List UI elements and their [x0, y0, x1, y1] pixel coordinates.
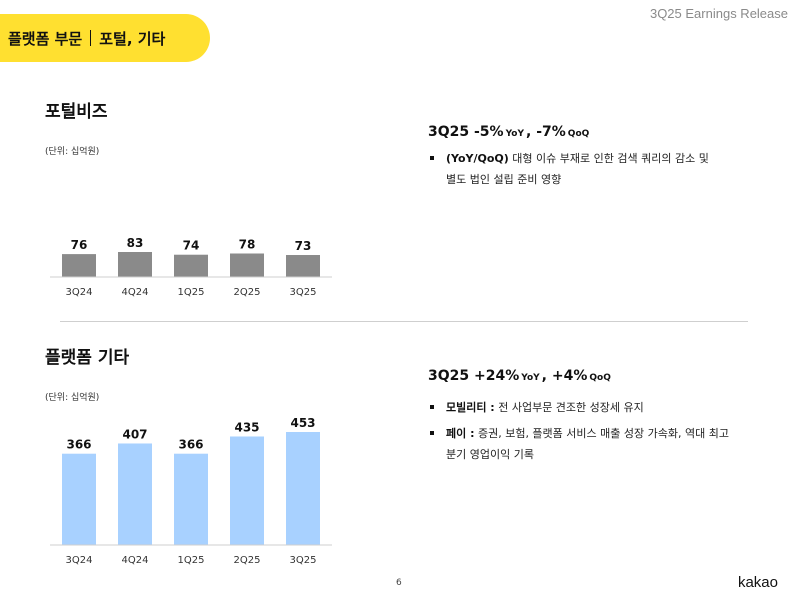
tab-divider [90, 30, 92, 46]
platform-other-bullet-text-2: 분기 영업이익 기록 [446, 448, 534, 461]
platform-other-headline: 3Q25 +24% YoY, +4% QoQ [428, 368, 611, 384]
portal-period: 3Q25 [428, 124, 470, 140]
data-label: 366 [178, 438, 203, 452]
portal-bullets: (YoY/QoQ) 대형 이슈 부재로 인한 검색 쿼리의 감소 및 별도 법인… [430, 148, 760, 195]
platform-other-bullet-label: 페이 : [446, 427, 475, 440]
platform-other-bullet-item: 페이 : 증권, 보험, 플랫폼 서비스 매출 성장 가속화, 역대 최고 분기… [430, 423, 760, 465]
tick-label: 2Q25 [234, 287, 261, 298]
portal-bullet-item: (YoY/QoQ) 대형 이슈 부재로 인한 검색 쿼리의 감소 및 별도 법인… [430, 148, 760, 190]
bar [118, 252, 152, 277]
section-divider [60, 321, 748, 322]
section-tab: 플랫폼 부문 포털, 기타 [0, 14, 210, 62]
bar [174, 453, 208, 545]
section-label: 플랫폼 부문 [8, 29, 83, 48]
platform-other-bullets: 모빌리티 : 전 사업부문 견조한 성장세 유지 페이 : 증권, 보험, 플랫… [430, 397, 760, 470]
platform-other-qoq: +4% [551, 368, 588, 384]
data-label: 435 [234, 420, 259, 434]
portal-qoq-label: QoQ [567, 129, 590, 139]
portal-yoy: -5% [474, 124, 504, 140]
portal-headline: 3Q25 -5% YoY, -7% QoQ [428, 124, 590, 140]
tick-label: 4Q24 [122, 555, 149, 566]
tick-label: 4Q24 [122, 287, 149, 298]
platform-other-yoy-label: YoY [521, 373, 540, 383]
tick-label: 3Q24 [66, 555, 93, 566]
platform-other-period: 3Q25 [428, 368, 470, 384]
tick-label: 3Q25 [290, 287, 317, 298]
platform-other-qoq-label: QoQ [589, 373, 611, 383]
platform-other-yoy: +24% [474, 368, 520, 384]
tick-label: 3Q25 [290, 555, 317, 566]
portal-bullet-text-2: 별도 법인 설립 준비 영향 [446, 173, 562, 186]
portal-bullet-label: (YoY/QoQ) [446, 152, 509, 165]
platform-other-title: 플랫폼 기타 [45, 348, 130, 368]
data-label: 78 [239, 238, 256, 252]
data-label: 76 [71, 238, 88, 252]
data-label: 366 [66, 438, 91, 452]
platform-other-bullet-label: 모빌리티 : [446, 401, 495, 414]
bar [286, 432, 320, 545]
portal-unit: (단위: 십억원) [45, 147, 100, 157]
portal-bullet-text: 대형 이슈 부재로 인한 검색 쿼리의 감소 및 [508, 152, 709, 165]
tick-label: 3Q24 [66, 287, 93, 298]
subsection-label: 포털, 기타 [99, 29, 166, 48]
tick-label: 2Q25 [234, 555, 261, 566]
data-label: 83 [127, 236, 144, 250]
bar [230, 253, 264, 277]
data-label: 407 [122, 427, 147, 441]
platform-other-bullet-item: 모빌리티 : 전 사업부문 견조한 성장세 유지 [430, 397, 760, 418]
platform-other-bar-chart: 366 3Q24 407 4Q24 366 1Q25 435 2Q25 453 3Q25 [50, 416, 332, 566]
portal-yoy-label: YoY [505, 129, 524, 139]
platform-other-unit: (단위: 십억원) [45, 393, 100, 403]
data-label: 74 [183, 239, 200, 253]
tick-label: 1Q25 [178, 287, 205, 298]
platform-other-bullet-text: 전 사업부문 견조한 성장세 유지 [494, 401, 644, 414]
bar [286, 255, 320, 277]
data-label: 73 [295, 239, 312, 253]
portal-bar-chart: 76 3Q24 83 4Q24 74 1Q25 78 2Q25 73 3Q25 [50, 236, 332, 298]
portal-title: 포털비즈 [45, 102, 108, 122]
bar [230, 436, 264, 545]
page-number: 6 [396, 578, 402, 588]
bar [174, 254, 208, 277]
bar [62, 453, 96, 545]
tick-label: 1Q25 [178, 555, 205, 566]
kakao-logo: kakao [737, 574, 778, 591]
portal-qoq: -7% [536, 124, 566, 140]
bar [62, 254, 96, 277]
platform-other-bullet-text: 증권, 보험, 플랫폼 서비스 매출 성장 가속화, 역대 최고 [474, 427, 729, 440]
data-label: 453 [290, 416, 315, 430]
bar [118, 443, 152, 545]
doc-title: 3Q25 Earnings Release [649, 6, 788, 21]
